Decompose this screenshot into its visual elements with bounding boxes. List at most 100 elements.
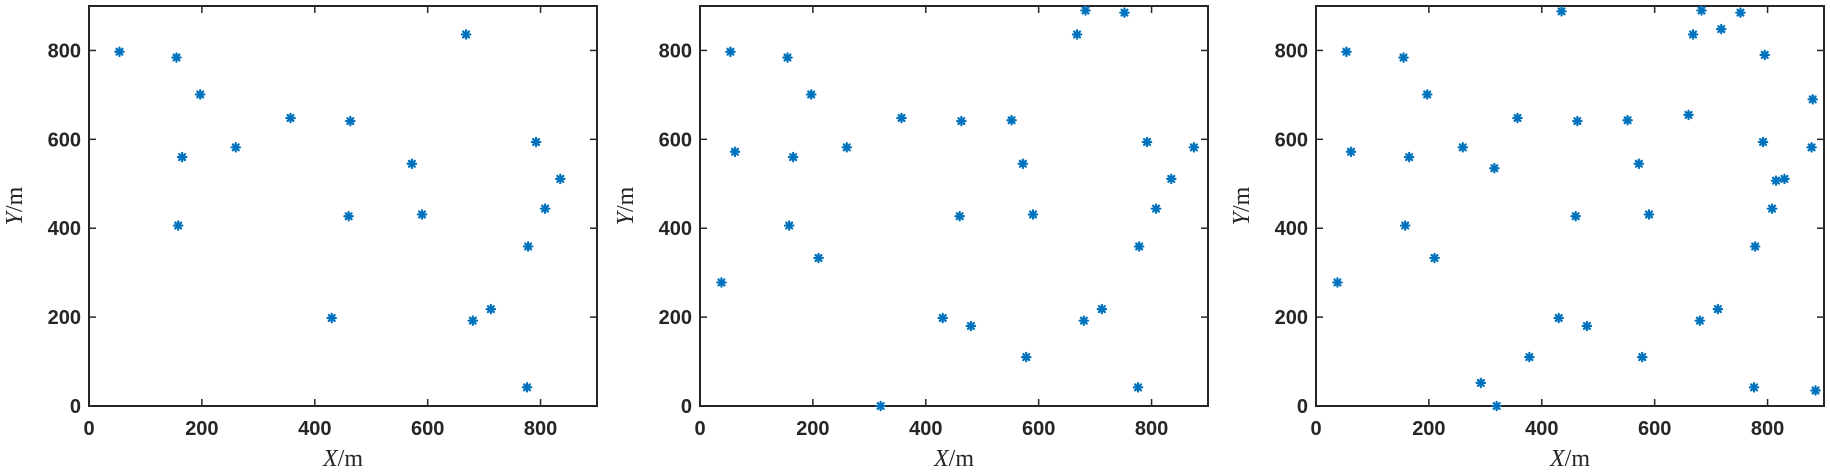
data-point <box>1475 377 1487 389</box>
data-point <box>729 146 741 158</box>
data-point <box>1807 94 1819 105</box>
data-point <box>114 46 125 58</box>
data-point <box>1489 162 1500 174</box>
x-tick-label: 800 <box>524 418 557 440</box>
y-tick-label: 600 <box>48 129 81 151</box>
data-point <box>1141 136 1153 148</box>
data-point <box>956 115 967 127</box>
x-tick-label: 0 <box>694 418 705 440</box>
data-point <box>1524 351 1535 363</box>
data-point <box>539 203 551 214</box>
data-point <box>1715 23 1727 35</box>
y-tick-label: 800 <box>659 40 692 62</box>
data-point <box>875 400 886 412</box>
data-point <box>194 89 206 100</box>
data-point <box>1017 158 1029 170</box>
data-point <box>813 252 824 264</box>
x-axis-label: X/m <box>1549 446 1590 472</box>
data-point <box>1622 114 1633 126</box>
data-point <box>937 312 949 324</box>
data-point <box>1166 173 1177 185</box>
data-point <box>1810 385 1821 396</box>
data-point <box>230 142 242 153</box>
y-axis-label: Y/m <box>1229 186 1255 225</box>
y-tick-label: 200 <box>48 307 81 329</box>
data-point <box>485 303 497 315</box>
data-point <box>1491 400 1502 412</box>
data-point <box>555 173 566 185</box>
data-point <box>1403 151 1415 163</box>
data-point <box>1759 49 1771 61</box>
data-point <box>725 46 736 58</box>
data-point <box>1712 303 1724 315</box>
data-point <box>1553 312 1565 324</box>
data-point <box>1398 52 1409 63</box>
data-point <box>1687 29 1699 40</box>
data-point <box>171 52 182 63</box>
y-tick-label: 800 <box>1275 40 1308 62</box>
data-point <box>1633 158 1645 170</box>
data-point <box>805 89 817 100</box>
data-point <box>1457 142 1469 153</box>
x-tick-label: 800 <box>1135 418 1168 440</box>
data-point <box>1512 112 1523 124</box>
data-point <box>782 52 793 63</box>
data-point <box>326 312 338 324</box>
data-point <box>1643 209 1655 220</box>
data-point <box>1770 175 1782 186</box>
data-point <box>965 320 977 332</box>
data-point <box>1556 6 1567 17</box>
data-point <box>1766 203 1778 214</box>
x-tick-label: 400 <box>1525 418 1558 440</box>
x-axis-label: X/m <box>933 446 974 472</box>
data-point <box>530 136 542 148</box>
data-point <box>716 277 727 288</box>
y-tick-label: 0 <box>681 396 692 418</box>
data-point <box>1421 89 1433 100</box>
data-point <box>467 315 479 326</box>
data-point <box>1150 203 1162 214</box>
data-point <box>1020 351 1032 363</box>
data-point <box>1080 5 1091 16</box>
x-axis-label: X/m <box>322 446 363 472</box>
x-tick-label: 0 <box>1310 418 1321 440</box>
x-tick-label: 0 <box>83 418 94 440</box>
y-tick-label: 600 <box>1275 129 1308 151</box>
data-point <box>1188 142 1200 153</box>
x-tick-label: 600 <box>1638 418 1671 440</box>
y-axis-label: Y/m <box>613 186 639 225</box>
y-tick-label: 400 <box>1275 218 1308 240</box>
axes-frame <box>1315 5 1825 407</box>
data-point <box>1006 114 1017 126</box>
data-point <box>1757 136 1769 148</box>
data-point <box>1096 303 1108 315</box>
data-point <box>406 158 418 170</box>
axes-frame <box>88 5 598 407</box>
y-tick-label: 400 <box>659 218 692 240</box>
data-point <box>1779 173 1790 185</box>
scatter-panel-3: X/m Y/m 0 200 400 600 800 0 200 400 600 800 <box>1229 5 1825 472</box>
x-tick-label: 200 <box>796 418 829 440</box>
x-tick-label: 600 <box>1022 418 1055 440</box>
data-point <box>460 29 472 40</box>
axes-frame <box>699 5 1209 407</box>
data-point <box>896 112 907 124</box>
data-point <box>1132 382 1144 393</box>
data-point <box>1735 7 1746 18</box>
data-point <box>954 210 965 222</box>
data-point <box>1332 277 1343 288</box>
data-point <box>783 220 795 231</box>
y-tick-label: 200 <box>659 307 692 329</box>
y-tick-label: 200 <box>1275 307 1308 329</box>
data-point <box>285 112 296 124</box>
data-point <box>172 220 184 231</box>
data-point <box>1027 209 1039 220</box>
data-point <box>1694 315 1706 326</box>
data-point <box>1119 7 1130 18</box>
y-tick-label: 0 <box>70 396 81 418</box>
data-point <box>1345 146 1357 158</box>
data-point <box>1133 241 1145 252</box>
y-axis-label: Y/m <box>2 186 28 225</box>
data-point <box>343 210 354 222</box>
